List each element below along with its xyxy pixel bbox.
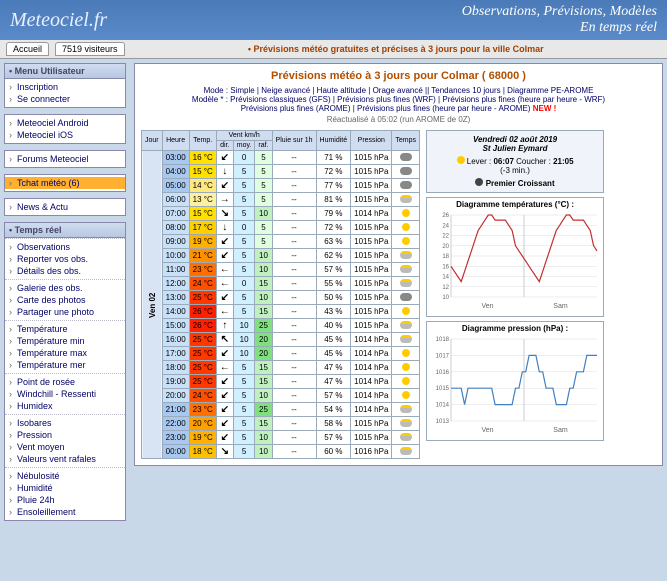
svg-text:1015: 1015: [436, 386, 450, 392]
table-row: 06:0013 °C→55--81 %1015 hPa: [142, 193, 420, 207]
sidebar-item[interactable]: Température min: [5, 335, 125, 347]
table-row: 20:0024 °C↙510--57 %1014 hPa: [142, 389, 420, 403]
sidebox-news: News & Actu: [4, 198, 126, 216]
sidebox-apps: Meteociel AndroidMeteociel iOS: [4, 114, 126, 144]
sidebar-item[interactable]: Meteociel Android: [5, 117, 125, 129]
table-row: 04:0015 °C↓55--72 %1015 hPa: [142, 165, 420, 179]
sidebar-item[interactable]: Reporter vos obs.: [5, 253, 125, 265]
sun-icon: [457, 156, 465, 164]
table-row: 13:0025 °C↙510--50 %1015 hPa: [142, 291, 420, 305]
sidebar-item[interactable]: Température: [5, 323, 125, 335]
top-bar: Accueil 7519 visiteurs • Prévisions mété…: [0, 40, 667, 59]
sidebar-item[interactable]: Nébulosité: [5, 470, 125, 482]
mode-links[interactable]: Mode : Simple | Neige avancé | Haute alt…: [141, 86, 656, 113]
svg-text:1013: 1013: [436, 419, 450, 425]
svg-text:18: 18: [442, 254, 449, 260]
table-row: 14:0026 °C←515--43 %1015 hPa: [142, 305, 420, 319]
site-logo[interactable]: Meteociel.fr: [10, 9, 107, 32]
sidebar-item[interactable]: Température mer: [5, 359, 125, 371]
sidebox-tchat: Tchat météo (6): [4, 174, 126, 192]
svg-text:1016: 1016: [436, 370, 450, 376]
svg-text:Ven: Ven: [481, 427, 493, 434]
table-row: 17:0025 °C↙1020--45 %1014 hPa: [142, 347, 420, 361]
sidebar-item[interactable]: Ensoleillement: [5, 506, 125, 518]
table-row: 00:0018 °C↘510--60 %1016 hPa: [142, 445, 420, 459]
sidebar-item[interactable]: Meteociel iOS: [5, 129, 125, 141]
svg-text:Sam: Sam: [553, 303, 568, 310]
sidebar-item[interactable]: Galerie des obs.: [5, 282, 125, 294]
temp-chart: Diagramme températures (°C) : 1012141618…: [426, 197, 604, 317]
sidebar-item[interactable]: Se connecter: [5, 93, 125, 105]
sidebar-item[interactable]: Pluie 24h: [5, 494, 125, 506]
svg-text:20: 20: [442, 244, 449, 250]
sidebar-item[interactable]: Pression: [5, 429, 125, 441]
sidebar-item[interactable]: Forums Meteociel: [5, 153, 125, 165]
svg-text:12: 12: [442, 285, 449, 291]
svg-text:Sam: Sam: [553, 427, 568, 434]
table-row: 18:0025 °C←515--47 %1014 hPa: [142, 361, 420, 375]
table-row: 22:0020 °C↙515--58 %1015 hPa: [142, 417, 420, 431]
svg-text:1017: 1017: [436, 353, 450, 359]
forecast-panel: Prévisions météo à 3 jours pour Colmar (…: [134, 63, 663, 466]
sidebar-item[interactable]: Température max: [5, 347, 125, 359]
sidebar-item[interactable]: Tchat météo (6): [5, 177, 125, 189]
updated-text: Réactualisé à 05:02 (run AROME de 0Z): [141, 115, 656, 124]
sidebar-item[interactable]: Carte des photos: [5, 294, 125, 306]
svg-text:22: 22: [442, 234, 449, 240]
table-row: 21:0023 °C↙525--54 %1014 hPa: [142, 403, 420, 417]
svg-text:26: 26: [442, 213, 449, 219]
table-row: 08:0017 °C↓05--72 %1015 hPa: [142, 221, 420, 235]
table-row: 12:0024 °C←015--55 %1015 hPa: [142, 277, 420, 291]
table-row: 09:0019 °C↙55--63 %1015 hPa: [142, 235, 420, 249]
banner-text: • Prévisions météo gratuites et précises…: [131, 44, 661, 54]
sidebar-item[interactable]: News & Actu: [5, 201, 125, 213]
svg-text:1018: 1018: [436, 337, 450, 343]
site-tagline: Observations, Prévisions, Modèles En tem…: [462, 4, 657, 36]
table-row: 11:0023 °C←510--57 %1015 hPa: [142, 263, 420, 277]
page-title: Prévisions météo à 3 jours pour Colmar (…: [141, 70, 656, 82]
sidebox-realtime: • Temps réel ObservationsReporter vos ob…: [4, 222, 126, 521]
day-info: Vendredi 02 août 2019 St Julien Eymard L…: [426, 130, 604, 193]
sidebar-item[interactable]: Vent moyen: [5, 441, 125, 453]
table-row: 07:0015 °C↘510--79 %1014 hPa: [142, 207, 420, 221]
tab-home[interactable]: Accueil: [6, 42, 49, 56]
svg-text:Ven: Ven: [481, 303, 493, 310]
sidebar-item[interactable]: Inscription: [5, 81, 125, 93]
sidebar-item[interactable]: Humidité: [5, 482, 125, 494]
sidebox-user: • Menu Utilisateur InscriptionSe connect…: [4, 63, 126, 108]
sidebar-item[interactable]: Point de rosée: [5, 376, 125, 388]
sidebar-item[interactable]: Observations: [5, 241, 125, 253]
table-row: 19:0025 °C↙515--47 %1014 hPa: [142, 375, 420, 389]
table-row: 10:0021 °C↙510--62 %1015 hPa: [142, 249, 420, 263]
table-row: 23:0019 °C↙510--57 %1015 hPa: [142, 431, 420, 445]
sidebar-item[interactable]: Partager une photo: [5, 306, 125, 318]
press-chart: Diagramme pression (hPa) : 1013101410151…: [426, 321, 604, 441]
sidebar-item[interactable]: Détails des obs.: [5, 265, 125, 277]
sidebar: • Menu Utilisateur InscriptionSe connect…: [0, 59, 130, 531]
moon-icon: [475, 178, 483, 186]
table-row: Ven 0203:0016 °C↙05--71 %1015 hPa: [142, 151, 420, 165]
table-row: 05:0014 °C↙55--77 %1015 hPa: [142, 179, 420, 193]
table-row: 15:0026 °C↑1025--40 %1015 hPa: [142, 319, 420, 333]
svg-text:16: 16: [442, 264, 449, 270]
site-header: Meteociel.fr Observations, Prévisions, M…: [0, 0, 667, 40]
sidebox-forums: Forums Meteociel: [4, 150, 126, 168]
svg-text:1014: 1014: [436, 403, 450, 409]
svg-text:14: 14: [442, 275, 449, 281]
svg-text:10: 10: [442, 295, 449, 301]
sidebar-item[interactable]: Isobares: [5, 417, 125, 429]
table-row: 16:0025 °C↖1020--45 %1014 hPa: [142, 333, 420, 347]
visitor-count: 7519 visiteurs: [55, 42, 125, 56]
forecast-table: JourHeureTemp.Vent km/hPluie sur 1hHumid…: [141, 130, 420, 459]
svg-text:24: 24: [442, 223, 449, 229]
sidebar-item[interactable]: Humidex: [5, 400, 125, 412]
sidebar-item[interactable]: Valeurs vent rafales: [5, 453, 125, 465]
sidebar-item[interactable]: Windchill - Ressenti: [5, 388, 125, 400]
